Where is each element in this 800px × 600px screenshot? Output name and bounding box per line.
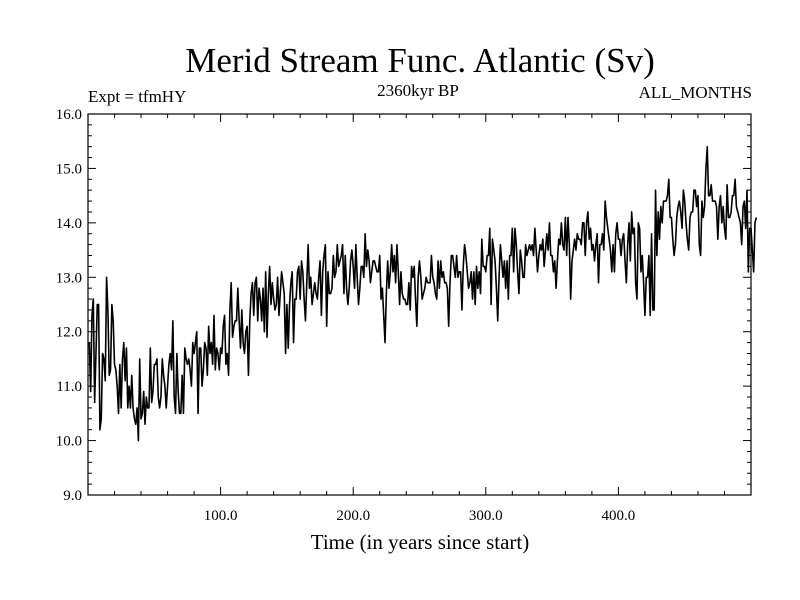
series-line bbox=[88, 145, 758, 442]
y-tick-label: 15.0 bbox=[56, 161, 82, 177]
y-tick-label: 10.0 bbox=[56, 434, 82, 450]
x-tick-label: 200.0 bbox=[336, 508, 370, 524]
months-label: ALL_MONTHS bbox=[639, 83, 752, 102]
axis-ticks bbox=[88, 113, 751, 496]
plot-frame bbox=[87, 113, 752, 496]
period-label: 2360kyr BP bbox=[377, 81, 459, 100]
x-tick-label: 400.0 bbox=[602, 508, 636, 524]
experiment-label: Expt = tfmHY bbox=[88, 87, 186, 106]
y-tick-label: 13.0 bbox=[56, 270, 82, 286]
x-axis-label: Time (in years since start) bbox=[311, 530, 530, 554]
y-tick-label: 14.0 bbox=[56, 216, 82, 232]
y-tick-label: 16.0 bbox=[56, 107, 82, 123]
axis-tick-labels: 9.0 10.0 11.0 12.0 13.0 14.0 15.0 16.0 100.0 200.… bbox=[56, 107, 636, 524]
y-tick-label: 9.0 bbox=[63, 488, 82, 504]
x-tick-label: 100.0 bbox=[204, 508, 238, 524]
y-tick-label: 12.0 bbox=[56, 325, 82, 341]
x-tick-label: 300.0 bbox=[469, 508, 503, 524]
chart-title: Merid Stream Func. Atlantic (Sv) bbox=[185, 41, 655, 80]
y-tick-label: 11.0 bbox=[56, 379, 82, 395]
